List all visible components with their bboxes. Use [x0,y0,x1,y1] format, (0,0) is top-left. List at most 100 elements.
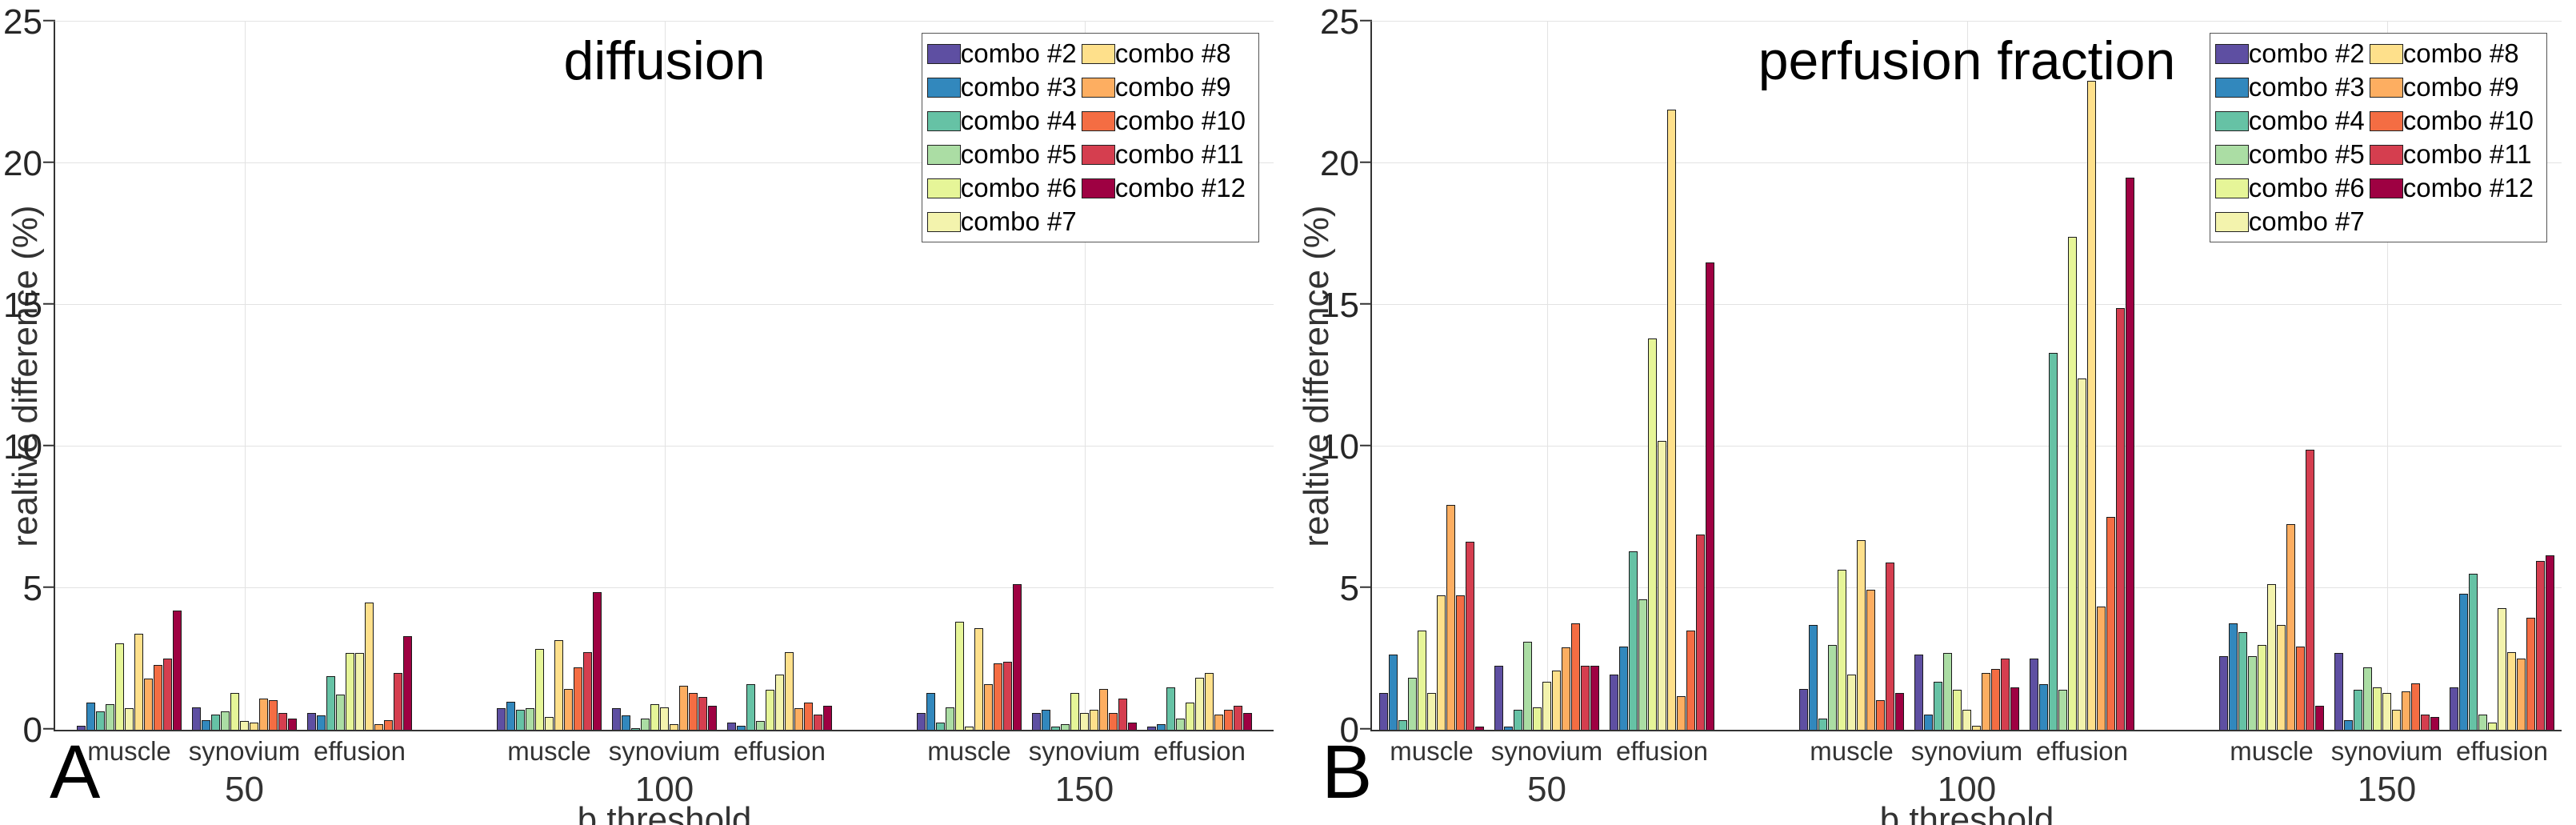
bar-combo12-muscle-150 [2315,706,2324,730]
bar-combo5-effusion-150 [1176,719,1185,730]
legend-item-combo5: combo #5 [926,139,1082,170]
bar-combo4-effusion-100 [746,684,755,730]
b-threshold-tick-label: 100 [1937,770,1997,809]
bar-combo9-muscle-50 [144,679,153,730]
tissue-label: muscle [2230,736,2314,766]
legend-label: combo #7 [960,206,1077,236]
bar-combo8-muscle-50 [134,634,143,730]
bar-combo12-effusion-50 [1706,262,1714,730]
tissue-group-synovium-100: synovium [1911,22,2022,766]
bar-combo7-muscle-100 [545,717,554,730]
legend-item-combo12: combo #12 [2369,173,2538,203]
bar-combo6-synovium-150 [1070,693,1079,730]
bar-combo10-muscle-100 [1876,700,1885,730]
y-tick-label-10: 10 [1320,427,1359,467]
legend-item-combo10: combo #10 [1081,106,1250,136]
y-tick-mark-25 [43,19,55,22]
bar-combo2-effusion-100 [2030,659,2038,730]
panel-diffusion: realtive difference (%) A diffusion musc… [3,2,1274,825]
bar-combo4-muscle-50 [96,711,105,730]
gridline-x-group-150 [2386,22,2388,730]
bar-combo7-effusion-150 [2498,608,2506,730]
bar-combo10-synovium-50 [269,700,278,730]
legend-item-combo4: combo #4 [2214,106,2370,136]
tissue-group-muscle-50: muscle [77,22,182,766]
legend-label: combo #5 [960,139,1077,169]
bar-combo5-effusion-50 [1638,599,1647,730]
tissue-group-synovium-150: synovium [2331,22,2442,766]
tissue-group-synovium-50: synovium [1491,22,1602,766]
legend-swatch-icon [926,144,961,165]
y-tick-label-20: 20 [3,144,42,183]
bar-combo5-synovium-50 [1523,642,1532,730]
bar-combo12-muscle-150 [1013,584,1022,730]
y-tick-label-5: 5 [1339,569,1359,608]
bar-combo12-synovium-50 [288,719,297,730]
bar-combo11-muscle-150 [2306,450,2314,730]
y-tick-mark-5 [1360,586,1372,588]
legend-swatch-icon [2214,77,2249,98]
bar-combo3-muscle-50 [1389,655,1398,730]
bar-combo12-effusion-150 [2546,555,2554,730]
legend-item-combo11: combo #11 [2369,139,2538,170]
legend-swatch-icon [2214,144,2249,165]
bar-combo12-muscle-100 [593,592,602,730]
legend-label: combo #8 [2402,38,2519,68]
legend-item-combo9: combo #9 [2369,72,2538,102]
legend-label: combo #12 [1114,173,1246,202]
legend-label: combo #3 [960,72,1077,102]
legend-item-combo8: combo #8 [1081,38,1250,69]
bar-combo2-effusion-50 [1610,675,1618,730]
bar-combo9-effusion-150 [1214,715,1223,730]
tissue-label: effusion [1154,736,1246,766]
legend-swatch-icon [2214,110,2249,131]
bar-combo2-synovium-100 [612,708,621,730]
bar-combo10-effusion-100 [804,703,813,730]
bar-combo11-effusion-150 [1234,706,1242,730]
tissue-group-muscle-100: muscle [1799,22,1905,766]
bar-combo12-effusion-50 [403,636,412,730]
bar-combo2-synovium-150 [2334,653,2343,730]
y-tick-mark-20 [43,161,55,163]
bar-combo9-effusion-150 [2517,659,2526,730]
chart-title: perfusion fraction [1758,30,2176,91]
bar-combo9-synovium-150 [1099,689,1108,730]
gridline-x-group-100 [1966,22,1968,730]
y-tick-mark-0 [43,727,55,730]
bar-combo10-effusion-50 [384,720,393,730]
bar-combo4-synovium-50 [1514,710,1522,730]
bar-combo12-effusion-100 [2126,178,2134,730]
bar-combo5-synovium-100 [1943,653,1952,730]
tissue-label: muscle [1810,736,1894,766]
bar-combo11-effusion-100 [814,715,822,730]
b-threshold-tick-label: 150 [1054,770,1114,809]
legend-item-combo2: combo #2 [926,38,1082,69]
bar-combo7-synovium-50 [1542,682,1551,730]
bar-combo5-synovium-150 [2363,667,2372,730]
gridline-y-20 [1372,162,2562,163]
bar-combo5-muscle-50 [106,704,114,730]
bar-combo6-muscle-150 [955,622,964,730]
bar-combo9-effusion-100 [794,708,803,730]
y-tick-mark-20 [1360,161,1372,163]
bar-combo12-effusion-150 [1243,713,1252,730]
x-axis-label: b threshold [577,800,752,825]
bar-combo7-muscle-50 [1427,693,1436,730]
bar-combo8-synovium-50 [1552,671,1561,730]
y-tick-label-15: 15 [1320,286,1359,325]
bar-combo5-effusion-100 [2058,690,2067,730]
legend-item-combo2: combo #2 [2214,38,2370,69]
bar-combo11-synovium-150 [2421,715,2430,730]
legend-label: combo #6 [2248,173,2365,202]
bar-combo9-effusion-100 [2097,607,2106,730]
y-tick-mark-5 [43,586,55,588]
bar-combo7-effusion-150 [1195,678,1204,730]
tissue-group-muscle-100: muscle [497,22,602,766]
y-tick-mark-10 [43,444,55,447]
bar-combo12-muscle-50 [173,611,182,730]
bar-combo2-synovium-150 [1032,713,1041,730]
bar-combo3-effusion-100 [737,726,746,730]
legend-label: combo #9 [2402,72,2519,102]
legend-swatch-icon [926,178,961,198]
bar-combo6-synovium-150 [2373,687,2382,730]
